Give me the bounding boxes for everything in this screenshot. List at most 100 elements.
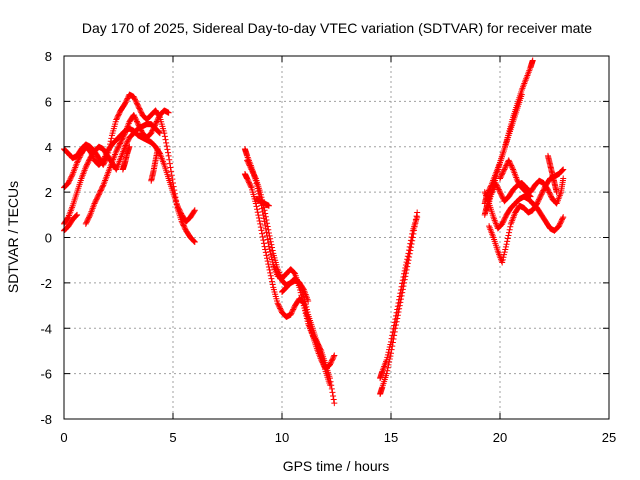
series-track-5: [82, 107, 172, 227]
data-point: [499, 220, 506, 227]
data-point: [290, 305, 297, 312]
data-point: [404, 256, 411, 263]
data-point: [85, 215, 92, 222]
data-point: [114, 113, 121, 120]
data-point: [500, 167, 507, 174]
data-point: [497, 190, 504, 197]
data-point: [92, 197, 99, 204]
data-point: [499, 259, 506, 266]
data-point: [406, 247, 413, 254]
data-point: [496, 187, 503, 194]
data-point: [132, 115, 139, 122]
series-track-11: [252, 195, 272, 209]
data-point: [501, 251, 508, 258]
data-point: [164, 146, 171, 153]
data-point: [98, 186, 105, 193]
data-point: [400, 274, 407, 281]
data-point: [130, 93, 137, 100]
x-tick-label: 5: [169, 430, 176, 445]
data-point: [245, 179, 252, 186]
series-track-21: [544, 152, 560, 196]
data-point: [114, 145, 121, 152]
data-point: [180, 222, 187, 229]
x-axis-label: GPS time / hours: [283, 458, 390, 474]
data-point: [134, 101, 141, 108]
data-point: [120, 132, 127, 139]
data-point: [556, 221, 563, 228]
data-point: [167, 164, 174, 171]
y-tick-label: -6: [40, 367, 52, 382]
data-point: [544, 186, 551, 193]
data-point: [155, 115, 162, 122]
data-point: [258, 227, 265, 234]
data-point: [95, 191, 102, 198]
data-point: [395, 299, 402, 306]
data-point: [97, 188, 104, 195]
data-point: [536, 195, 543, 202]
data-point: [100, 156, 107, 163]
data-point: [391, 319, 398, 326]
y-tick-label: -2: [40, 276, 52, 291]
data-point: [161, 133, 168, 140]
data-point: [190, 237, 197, 244]
data-point: [409, 230, 416, 237]
data-point: [265, 261, 272, 268]
data-point: [82, 220, 89, 227]
data-point: [174, 204, 181, 211]
data-point: [113, 148, 120, 155]
data-point: [177, 209, 184, 216]
data-point: [120, 134, 127, 141]
data-point: [502, 163, 509, 170]
data-point: [131, 95, 138, 102]
data-point: [85, 157, 92, 164]
data-point: [501, 249, 508, 256]
data-point: [393, 309, 400, 316]
data-point: [537, 192, 544, 199]
data-point: [93, 196, 100, 203]
data-point: [268, 275, 275, 282]
data-point: [245, 161, 252, 168]
data-point: [500, 218, 507, 225]
x-tick-label: 10: [275, 430, 289, 445]
data-point: [168, 172, 175, 179]
data-point: [122, 100, 129, 107]
data-point: [174, 202, 181, 209]
data-point: [302, 301, 309, 308]
chart-title: Day 170 of 2025, Sidereal Day-to-day VTE…: [82, 20, 592, 36]
data-point: [76, 154, 83, 161]
data-point: [115, 143, 122, 150]
data-point: [150, 124, 157, 131]
data-point: [77, 153, 84, 160]
data-point: [506, 158, 513, 165]
data-point: [149, 127, 156, 134]
data-point: [257, 189, 264, 196]
data-point: [83, 219, 90, 226]
data-point: [113, 146, 120, 153]
data-point: [191, 208, 198, 215]
data-point: [123, 98, 130, 105]
data-point: [267, 235, 274, 242]
data-point: [392, 316, 399, 323]
data-point: [547, 192, 554, 199]
y-tick-label: 8: [45, 49, 52, 64]
data-point: [166, 160, 173, 167]
y-tick-label: -4: [40, 321, 52, 336]
y-tick-label: 4: [45, 140, 52, 155]
y-tick-label: -8: [40, 412, 52, 427]
data-point: [255, 215, 262, 222]
data-point: [244, 158, 251, 165]
data-point: [386, 344, 393, 351]
data-point: [500, 169, 507, 176]
data-point: [268, 241, 275, 248]
data-point: [535, 196, 542, 203]
data-point: [497, 189, 503, 196]
data-point: [497, 175, 503, 182]
data-point: [82, 164, 89, 171]
data-point: [119, 135, 126, 142]
data-point: [506, 229, 513, 236]
data-point: [269, 247, 276, 254]
data-point: [152, 121, 159, 128]
data-point: [269, 244, 276, 251]
data-point: [265, 226, 272, 233]
data-point: [546, 190, 553, 197]
